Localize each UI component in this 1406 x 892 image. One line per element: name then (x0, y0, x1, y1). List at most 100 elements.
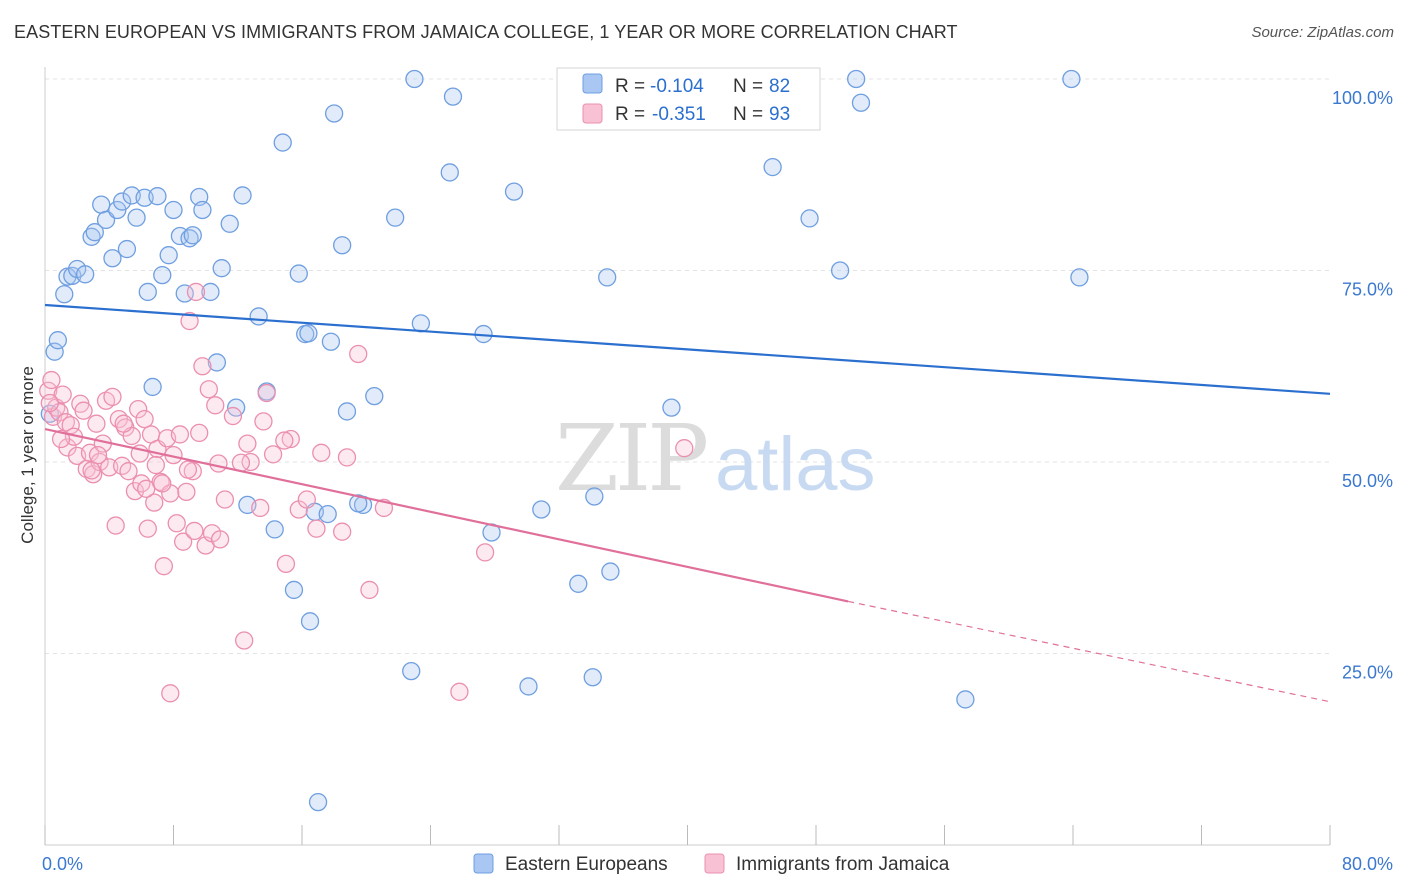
data-point (106, 516, 125, 535)
trend-lines (44, 303, 1331, 703)
data-point (48, 331, 67, 350)
data-point (956, 690, 975, 709)
data-point (55, 285, 74, 304)
data-point (193, 357, 212, 376)
data-point (1070, 268, 1089, 287)
data-point (275, 431, 294, 450)
x-tick-labels: 0.0% 80.0% (42, 854, 1393, 874)
data-point (519, 677, 538, 696)
data-point (199, 380, 218, 399)
data-point (337, 402, 357, 421)
data-point (365, 386, 384, 406)
data-point (148, 187, 167, 206)
trend-line-eastern-europeans (44, 303, 1331, 395)
watermark: ZIP atlas (555, 405, 876, 512)
data-point (180, 229, 199, 248)
data-point (321, 332, 341, 351)
data-point (289, 264, 308, 283)
data-point (800, 209, 819, 228)
data-point (178, 460, 198, 479)
data-point (92, 195, 111, 214)
axes (44, 67, 1331, 846)
data-point (851, 93, 871, 112)
legend-label-eastern-europeans: Eastern Europeans (505, 854, 668, 875)
x-tick-label: 80.0% (1342, 854, 1393, 874)
data-point (112, 192, 132, 211)
data-point (360, 580, 379, 600)
data-point (223, 406, 243, 426)
stats-n-value-pink: 93 (769, 104, 790, 125)
data-point (87, 414, 106, 433)
data-point (312, 443, 331, 462)
chart-title: EASTERN EUROPEAN VS IMMIGRANTS FROM JAMA… (14, 22, 958, 42)
data-point (137, 479, 156, 498)
stats-swatch-pink (582, 103, 603, 124)
data-point (129, 399, 148, 419)
data-point (450, 682, 469, 701)
data-point (135, 409, 154, 429)
source-label: Source: ZipAtlas.com (1251, 24, 1394, 41)
data-point (257, 383, 276, 403)
data-point (153, 265, 172, 285)
data-point (402, 661, 421, 681)
data-point (50, 403, 69, 422)
data-point (201, 282, 220, 302)
data-point (251, 498, 270, 518)
data-point (847, 69, 866, 89)
stats-swatch-blue (582, 73, 603, 94)
data-point (146, 455, 165, 475)
data-point (207, 353, 227, 372)
data-point (238, 434, 257, 453)
data-point (154, 557, 174, 576)
data-point (117, 239, 137, 259)
watermark-atlas: atlas (715, 422, 876, 507)
data-point (220, 214, 239, 233)
data-point (103, 249, 122, 268)
stats-n-label-pink: N = (733, 104, 763, 125)
data-point (42, 370, 61, 390)
data-point (598, 268, 617, 287)
data-point (675, 439, 694, 458)
data-point (185, 521, 204, 541)
data-point (569, 574, 588, 593)
x-tick-label: 0.0% (42, 854, 83, 874)
data-point (324, 104, 344, 123)
data-point (254, 412, 273, 431)
data-point (763, 157, 782, 177)
data-point (215, 490, 235, 509)
data-point (299, 324, 318, 343)
data-point (180, 311, 199, 331)
data-point (601, 562, 620, 581)
data-point (76, 265, 95, 284)
data-point (138, 282, 157, 302)
stats-r-label-blue: R = (615, 76, 645, 97)
data-point (209, 454, 228, 473)
data-point (337, 448, 357, 467)
series-legend: Eastern Europeans Immigrants from Jamaic… (473, 853, 950, 875)
y-tick-labels: 25.0% 50.0% 75.0% 100.0% (1332, 88, 1393, 683)
data-point (585, 487, 604, 506)
data-point (333, 236, 352, 255)
data-point (167, 514, 186, 533)
data-point (45, 342, 64, 361)
data-point (85, 223, 104, 242)
data-point (241, 452, 260, 472)
data-point (170, 425, 190, 444)
data-point (284, 580, 304, 600)
data-point (411, 314, 431, 333)
data-point (212, 259, 231, 278)
data-point (173, 532, 193, 551)
data-point (333, 522, 352, 541)
data-point (186, 282, 206, 302)
data-point (233, 186, 252, 205)
data-point (74, 401, 93, 420)
data-point (235, 631, 254, 650)
legend-label-immigrants-from-jamaica: Immigrants from Jamaica (736, 854, 950, 875)
data-point (177, 482, 196, 502)
data-point (830, 261, 850, 280)
data-point (386, 208, 405, 227)
data-point (308, 792, 328, 812)
data-point (82, 461, 101, 480)
data-point (349, 494, 368, 513)
data-point (145, 493, 164, 512)
